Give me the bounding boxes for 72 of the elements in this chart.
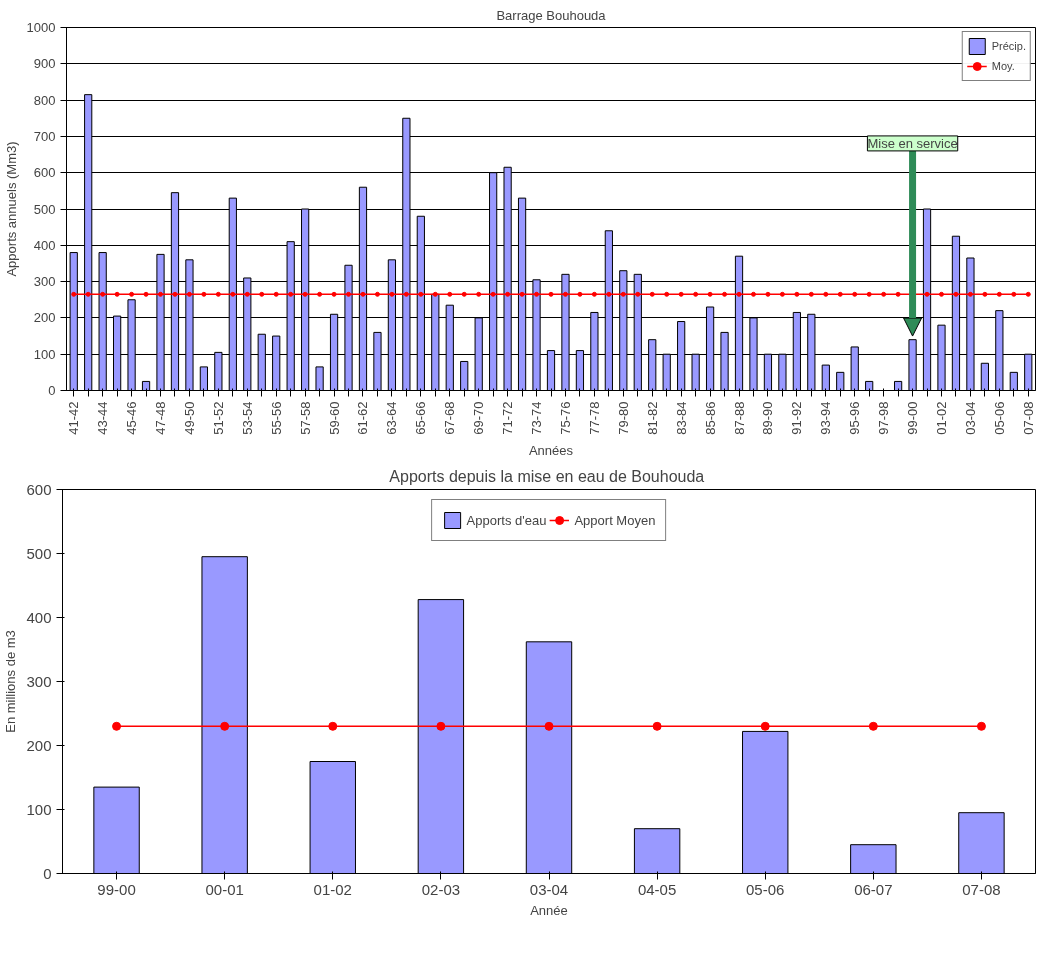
y-tick-label: 600 bbox=[33, 165, 56, 181]
legend-label: Apport Moyen bbox=[574, 512, 656, 528]
x-tick-label: 03-04 bbox=[962, 401, 978, 435]
x-tick-label: 55-56 bbox=[268, 401, 284, 435]
x-tick-label: 06-07 bbox=[854, 880, 893, 898]
y-tick-label: 200 bbox=[26, 736, 52, 754]
x-tick-label: 45-46 bbox=[124, 401, 140, 435]
x-tick-label: 00-01 bbox=[205, 880, 244, 898]
y-tick-label: 300 bbox=[33, 274, 56, 290]
y-tick-label: 500 bbox=[26, 544, 52, 562]
y-tick-label: 400 bbox=[26, 608, 52, 626]
y-tick-label: 1000 bbox=[26, 20, 56, 35]
y-axis-title: En millions de m3 bbox=[3, 630, 19, 733]
x-tick-label: 49-50 bbox=[181, 401, 197, 435]
x-axis-title: Année bbox=[530, 902, 568, 918]
legend-label: Moy. bbox=[991, 60, 1015, 72]
x-tick-label: 97-98 bbox=[876, 401, 892, 435]
x-tick-label: 89-90 bbox=[760, 401, 776, 435]
y-tick-label: 700 bbox=[33, 128, 56, 144]
legend-label: Apports d'eau bbox=[466, 512, 547, 528]
x-tick-label: 99-00 bbox=[905, 401, 921, 435]
y-tick-label: 400 bbox=[33, 237, 56, 253]
y-tick-label: 0 bbox=[43, 864, 52, 882]
x-tick-label: 83-84 bbox=[673, 401, 689, 435]
x-tick-label: 79-80 bbox=[615, 401, 631, 435]
x-tick-label: 43-44 bbox=[95, 401, 111, 435]
x-tick-label: 07-08 bbox=[1020, 401, 1036, 435]
x-tick-label: 05-06 bbox=[991, 401, 1007, 435]
x-tick-label: 69-70 bbox=[471, 401, 487, 435]
x-tick-label: 53-54 bbox=[239, 401, 255, 435]
x-tick-label: 01-02 bbox=[933, 401, 949, 435]
y-tick-label: 800 bbox=[33, 92, 56, 108]
x-tick-label: 75-76 bbox=[557, 401, 573, 435]
x-tick-label: 07-08 bbox=[962, 880, 1001, 898]
x-tick-label: 73-74 bbox=[529, 401, 545, 435]
x-tick-label: 77-78 bbox=[586, 401, 602, 435]
y-tick-label: 600 bbox=[26, 480, 52, 498]
y-tick-label: 500 bbox=[33, 201, 56, 217]
y-tick-label: 200 bbox=[33, 310, 56, 326]
x-tick-label: 05-06 bbox=[746, 880, 785, 898]
x-tick-label: 41-42 bbox=[66, 401, 82, 435]
chart-title: Barrage Bouhouda bbox=[496, 7, 607, 23]
x-tick-label: 85-86 bbox=[702, 401, 718, 435]
legend-label: Précip. bbox=[991, 40, 1026, 52]
x-tick-label: 99-00 bbox=[97, 880, 136, 898]
x-tick-label: 61-62 bbox=[355, 401, 371, 435]
x-tick-label: 87-88 bbox=[731, 401, 747, 435]
x-tick-label: 57-58 bbox=[297, 401, 313, 435]
x-tick-label: 63-64 bbox=[384, 401, 400, 435]
y-tick-label: 100 bbox=[33, 346, 56, 362]
y-tick-label: 0 bbox=[48, 383, 56, 398]
x-tick-label: 04-05 bbox=[637, 880, 677, 898]
x-tick-label: 59-60 bbox=[326, 401, 342, 435]
y-tick-label: 900 bbox=[33, 56, 56, 72]
x-tick-label: 03-04 bbox=[529, 880, 569, 898]
x-axis-title: Années bbox=[528, 442, 574, 458]
x-tick-label: 51-52 bbox=[210, 401, 226, 435]
x-tick-label: 02-03 bbox=[421, 880, 461, 898]
x-tick-label: 95-96 bbox=[847, 401, 863, 435]
x-tick-label: 81-82 bbox=[644, 401, 660, 435]
y-axis-title: Apports annuels (Mm3) bbox=[3, 141, 19, 277]
x-tick-label: 01-02 bbox=[313, 880, 352, 898]
x-tick-label: 93-94 bbox=[818, 401, 834, 435]
y-tick-label: 100 bbox=[26, 800, 52, 818]
annotation: Mise en service bbox=[867, 135, 958, 151]
x-tick-label: 47-48 bbox=[153, 401, 169, 435]
x-tick-label: 71-72 bbox=[500, 401, 516, 435]
y-tick-label: 300 bbox=[26, 672, 52, 690]
x-tick-label: 65-66 bbox=[413, 401, 429, 435]
x-tick-label: 91-92 bbox=[789, 401, 805, 435]
chart-title: Apports depuis la mise en eau de Bouhouda bbox=[389, 467, 705, 485]
x-tick-label: 67-68 bbox=[442, 401, 458, 435]
